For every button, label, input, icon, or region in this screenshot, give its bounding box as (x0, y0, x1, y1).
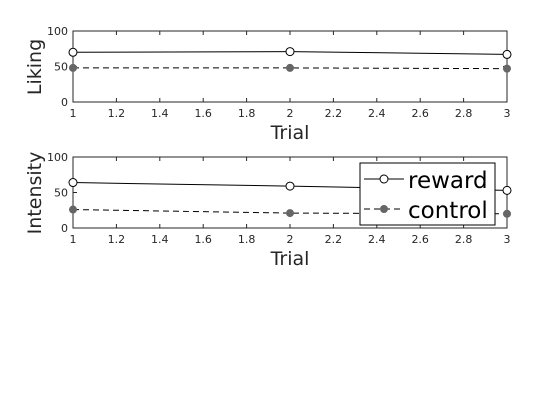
x-tick-label: 1.4 (151, 107, 169, 120)
chart-liking: 1 1.2 1.4 1.6 1.8 2 2.2 2.4 2.6 2.8 3 0 50 100 Trial… (24, 25, 512, 144)
x-tick-label: 2.6 (411, 233, 429, 246)
x-axis-label-intensity: Trial (270, 248, 310, 270)
y-ticks-liking: 0 50 100 (47, 25, 507, 109)
x-tick-label: 2.4 (368, 107, 386, 120)
x-tick-label: 2.2 (325, 233, 343, 246)
legend-label-control: control (408, 198, 488, 224)
x-tick-label: 2.8 (455, 233, 473, 246)
x-tick-label: 2.2 (325, 107, 343, 120)
x-tick-label: 2.6 (411, 107, 429, 120)
x-tick-label: 1.4 (151, 233, 169, 246)
y-tick-label: 0 (61, 222, 68, 235)
y-tick-label: 50 (54, 187, 68, 200)
y-tick-label: 0 (61, 96, 68, 109)
data-point-reward (68, 178, 78, 188)
x-tick-label: 1.2 (108, 233, 126, 246)
x-tick-label: 1.6 (194, 233, 212, 246)
x-tick-label: 1.6 (194, 107, 212, 120)
y-tick-label: 50 (54, 61, 68, 74)
data-point-control (69, 205, 77, 214)
data-point-control (286, 209, 294, 218)
series-line-control (73, 67, 508, 70)
legend-label-reward: reward (408, 168, 488, 194)
legend-marker-reward (379, 174, 389, 184)
x-tick-label: 2.4 (368, 233, 386, 246)
data-point-reward (285, 47, 295, 57)
x-axis-label-liking: Trial (270, 122, 310, 144)
x-tick-label: 2 (287, 107, 294, 120)
x-tick-label: 3 (504, 107, 511, 120)
y-tick-label: 100 (47, 151, 68, 164)
y-ticks-intensity: 0 50 100 (47, 151, 507, 235)
x-tick-label: 2.8 (455, 107, 473, 120)
data-point-reward (68, 47, 78, 57)
data-point-control (286, 63, 294, 72)
data-point-reward (502, 185, 512, 195)
data-point-control (503, 209, 511, 218)
y-axis-label-intensity: Intensity (24, 152, 46, 235)
data-point-control (503, 64, 511, 73)
legend-marker-control (380, 205, 388, 213)
x-ticks-intensity: 1 1.2 1.4 1.6 1.8 2 2.2 2.4 2.6 2.8 3 (70, 157, 511, 246)
x-tick-label: 1 (70, 107, 77, 120)
legend-box (359, 162, 496, 226)
legend: reward control (359, 162, 496, 226)
series-liking (68, 47, 512, 73)
data-point-control (69, 63, 77, 72)
x-tick-label: 3 (504, 233, 511, 246)
x-tick-label: 1 (70, 233, 77, 246)
x-ticks-liking: 1 1.2 1.4 1.6 1.8 2 2.2 2.4 2.6 2.8 3 (70, 31, 511, 120)
x-tick-label: 1.8 (238, 233, 256, 246)
x-tick-label: 1.8 (238, 107, 256, 120)
data-point-reward (285, 181, 295, 191)
data-point-reward (502, 49, 512, 59)
x-tick-label: 2 (287, 233, 294, 246)
y-tick-label: 100 (47, 25, 68, 38)
x-tick-label: 1.2 (108, 107, 126, 120)
y-axis-label-liking: Liking (24, 39, 46, 95)
chart-intensity: 1 1.2 1.4 1.6 1.8 2 2.2 2.4 2.6 2.8 3 0 50 100 Trial… (24, 151, 512, 270)
